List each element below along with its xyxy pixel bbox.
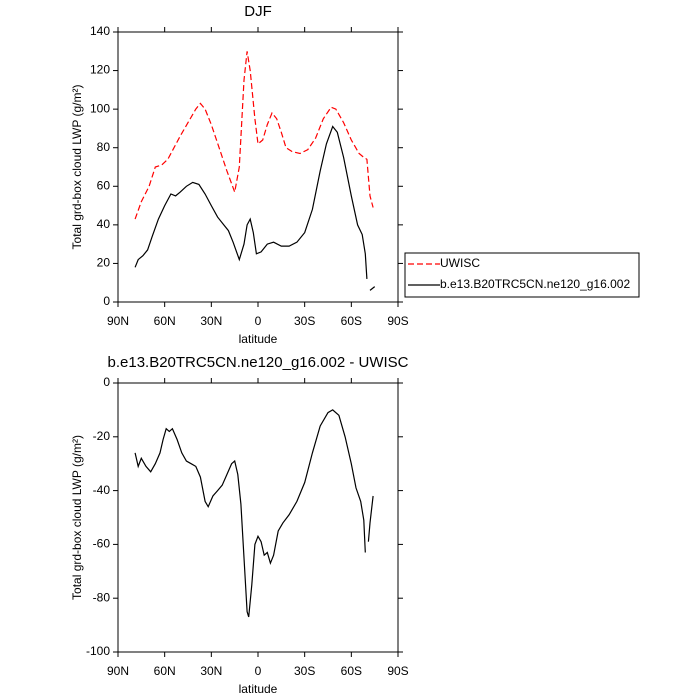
- y-tick-label: 100: [90, 101, 110, 115]
- y-tick-label: 120: [90, 63, 110, 77]
- x-tick-label: 60S: [341, 664, 362, 678]
- chart-title: DJF: [244, 3, 272, 20]
- x-tick-label: 60S: [341, 314, 362, 328]
- y-tick-label: -20: [93, 429, 111, 443]
- plot-frame: [117, 382, 399, 653]
- x-tick-label: 90N: [107, 664, 129, 678]
- y-axis-label: Total grd-box cloud LWP (g/m²): [70, 435, 84, 600]
- x-tick-label: 30N: [200, 664, 222, 678]
- y-axis-label: Total grd-box cloud LWP (g/m²): [70, 85, 84, 250]
- y-tick-label: -100: [86, 644, 110, 658]
- legend-box: [404, 252, 640, 298]
- y-tick-label: -40: [93, 483, 111, 497]
- chart-title: b.e13.B20TRC5CN.ne120_g16.002 - UWISC: [108, 354, 409, 371]
- x-axis-label: latitude: [239, 682, 278, 696]
- y-tick-label: 20: [97, 256, 111, 270]
- x-tick-label: 60N: [154, 314, 176, 328]
- series-line: [134, 125, 376, 291]
- y-tick-label: 60: [97, 178, 111, 192]
- y-tick-label: 0: [103, 294, 110, 308]
- y-tick-label: 0: [103, 375, 110, 389]
- x-tick-label: 0: [255, 314, 262, 328]
- plot-frame: [117, 31, 399, 303]
- x-tick-label: 90S: [387, 664, 408, 678]
- legend-label: b.e13.B20TRC5CN.ne120_g16.002: [440, 277, 630, 291]
- y-tick-label: -60: [93, 537, 111, 551]
- x-tick-label: 90S: [387, 314, 408, 328]
- y-tick-label: 140: [90, 24, 110, 38]
- x-tick-label: 0: [255, 664, 262, 678]
- series-line: [134, 51, 374, 220]
- x-tick-label: 30S: [294, 314, 315, 328]
- x-tick-label: 90N: [107, 314, 129, 328]
- x-tick-label: 30S: [294, 664, 315, 678]
- x-tick-label: 60N: [154, 664, 176, 678]
- series-line: [134, 409, 374, 618]
- y-tick-label: 80: [97, 140, 111, 154]
- legend-label: UWISC: [440, 256, 480, 270]
- x-axis-label: latitude: [239, 332, 278, 346]
- y-tick-label: 40: [97, 217, 111, 231]
- y-tick-label: -80: [93, 590, 111, 604]
- x-tick-label: 30N: [200, 314, 222, 328]
